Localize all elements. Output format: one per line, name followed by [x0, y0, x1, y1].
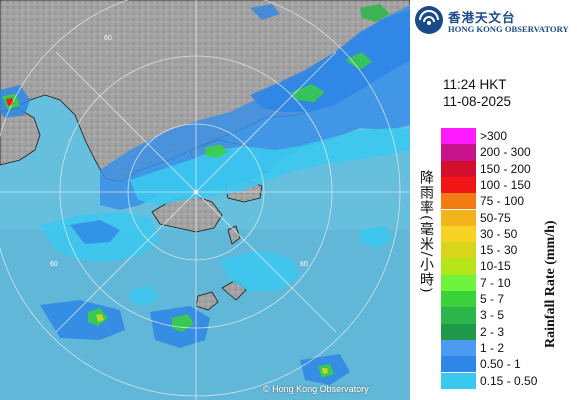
- range-ring-label: 60: [50, 261, 58, 268]
- legend-label: 150 - 200: [480, 161, 531, 176]
- info-panel: 香港天文台 HONG KONG OBSERVATORY 11:24 HKT 11…: [410, 0, 577, 400]
- radar-echoes: [0, 4, 410, 385]
- legend-swatch: [441, 225, 476, 243]
- legend-label: 15 - 30: [480, 243, 518, 258]
- range-ring-label: 60: [104, 35, 112, 42]
- radar-site-marker: [194, 190, 198, 194]
- map-copyright: © Hong Kong Observatory: [263, 384, 369, 394]
- legend-label: 100 - 150: [480, 177, 531, 192]
- legend-label: 0.50 - 1: [480, 357, 521, 372]
- hko-logo-icon: [415, 6, 443, 34]
- legend-label: 7 - 10: [480, 275, 511, 290]
- timestamp-date: 11-08-2025: [443, 94, 512, 109]
- org-name-en: HONG KONG OBSERVATORY: [448, 24, 569, 34]
- legend-title-zh: 降雨率(毫米/小時): [418, 170, 434, 294]
- legend-swatch: [441, 323, 476, 340]
- legend-label: 50-75: [480, 210, 511, 225]
- legend-swatch: [441, 356, 476, 373]
- legend-swatch: [441, 274, 476, 291]
- legend-label: 75 - 100: [480, 194, 525, 209]
- legend-swatch: [441, 307, 476, 324]
- legend-title-en: Rainfall Rate (mm/h): [543, 220, 558, 348]
- legend-label: 200 - 300: [480, 145, 531, 160]
- legend-swatch: [441, 242, 476, 259]
- legend-label: 0.15 - 0.50: [480, 373, 538, 388]
- legend-swatch: [441, 176, 476, 194]
- legend-swatch: [441, 209, 476, 226]
- legend-label: 3 - 5: [480, 308, 505, 323]
- legend-label: 10-15: [480, 259, 511, 274]
- legend-swatch: [441, 258, 476, 275]
- radar-map: 60 60 60 © Hong Kong Observatory: [0, 0, 410, 400]
- legend-label: 1 - 2: [480, 340, 505, 355]
- lamma-island: [227, 225, 241, 245]
- timestamp-time: 11:24 HKT: [443, 77, 507, 92]
- legend-swatch: [441, 291, 476, 308]
- legend-swatch: [441, 160, 476, 177]
- legend-label: 30 - 50: [480, 226, 518, 241]
- range-ring-label: 60: [300, 261, 308, 268]
- org-name-zh: 香港天文台: [448, 10, 516, 25]
- legend-swatch: [441, 144, 476, 161]
- legend-swatch: [441, 372, 476, 389]
- hko-logo: 香港天文台 HONG KONG OBSERVATORY: [414, 4, 574, 38]
- radar-map-canvas: 60 60 60: [0, 0, 410, 400]
- legend-label: 5 - 7: [480, 292, 505, 306]
- legend-swatch: [441, 128, 476, 145]
- legend-swatch: [441, 193, 476, 210]
- legend-label: >300: [480, 129, 508, 143]
- legend-label: 2 - 3: [480, 324, 505, 339]
- legend-swatch: [441, 339, 476, 357]
